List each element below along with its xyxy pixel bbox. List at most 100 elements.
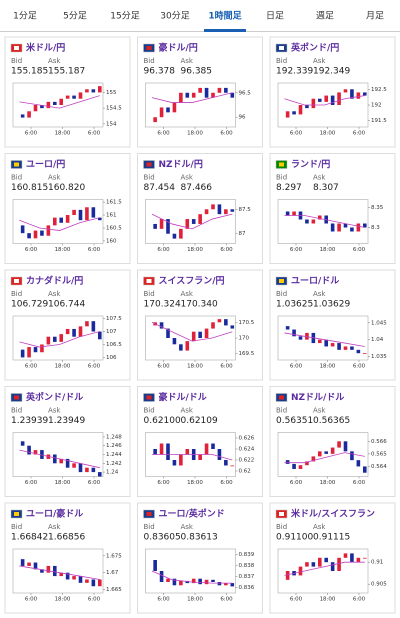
bid-label: Bid <box>276 57 287 65</box>
bid-label: Bid <box>11 174 22 182</box>
active-tab-underline <box>204 29 246 32</box>
flag <box>146 512 152 516</box>
ask-value: 8.307 <box>313 183 339 193</box>
candle <box>337 92 341 105</box>
y-tick-label: 96 <box>239 115 246 121</box>
card[interactable] <box>137 502 263 614</box>
candle <box>211 443 215 449</box>
x-tick-label: 6:00 <box>157 247 170 253</box>
candle <box>166 219 170 234</box>
moving-average <box>19 331 100 348</box>
ask-value: 96.385 <box>181 67 213 77</box>
ask-value: 160.820 <box>48 183 85 193</box>
card[interactable] <box>4 386 131 497</box>
pair-name[interactable]: NZドル/ドル <box>291 392 344 403</box>
flag <box>146 279 152 283</box>
candle <box>305 562 309 567</box>
x-tick-label: 18:00 <box>187 597 203 603</box>
bid-value: 1.66842 <box>11 533 48 543</box>
card[interactable] <box>4 153 131 264</box>
bid-label: Bid <box>144 523 155 531</box>
candle <box>153 449 157 455</box>
moving-average <box>19 95 100 109</box>
x-tick-label: 6:00 <box>290 131 303 137</box>
pair-name[interactable]: スイスフラン/円 <box>159 276 225 287</box>
candle <box>159 107 164 118</box>
bid-label: Bid <box>11 290 22 298</box>
pair-name[interactable]: 英ポンド/ドル <box>25 391 83 403</box>
tab[interactable]: 月足 <box>366 11 384 22</box>
tab[interactable]: 30分足 <box>160 11 189 22</box>
pair-name[interactable]: 英ポンド/円 <box>290 42 339 54</box>
y-tick-label: 0.836 <box>239 585 255 591</box>
pair-name[interactable]: ユーロ/円 <box>26 159 65 170</box>
candle <box>217 449 222 460</box>
candle <box>166 328 170 338</box>
bid-label: Bid <box>144 290 155 298</box>
candle <box>59 217 64 223</box>
pair-name[interactable]: NZドル/円 <box>159 159 203 170</box>
candle <box>330 223 335 232</box>
flag <box>14 279 19 283</box>
x-tick-label: 6:00 <box>88 247 101 253</box>
candle <box>311 456 316 462</box>
card[interactable] <box>269 269 396 381</box>
x-tick-label: 6:00 <box>220 247 233 253</box>
bid-label: Bid <box>144 407 155 415</box>
tab[interactable]: 週足 <box>316 11 334 22</box>
y-tick-label: 8.35 <box>371 205 384 211</box>
candle <box>362 353 367 355</box>
pair-name[interactable]: ランド/円 <box>291 159 330 170</box>
y-tick-label: 0.62 <box>239 469 251 475</box>
pair-name[interactable]: ユーロ/豪ドル <box>26 508 83 520</box>
pair-name[interactable]: ユーロ/ドル <box>291 276 339 287</box>
candle <box>198 214 202 224</box>
tab[interactable]: 5分足 <box>63 11 87 22</box>
candle <box>305 105 309 109</box>
x-tick-label: 18:00 <box>320 597 336 603</box>
candle <box>65 458 70 468</box>
candle <box>72 95 76 99</box>
candle <box>153 560 157 571</box>
moving-average <box>19 449 100 469</box>
card[interactable] <box>269 386 396 497</box>
candle <box>350 553 354 563</box>
card[interactable] <box>4 269 131 381</box>
card[interactable] <box>4 36 131 148</box>
candle <box>343 346 348 350</box>
ask-label: Ask <box>181 523 194 531</box>
tab[interactable]: 15分足 <box>110 11 139 22</box>
candle <box>285 460 290 464</box>
card[interactable] <box>137 386 263 497</box>
candle <box>166 443 170 460</box>
candle <box>362 92 367 96</box>
card[interactable] <box>4 502 131 614</box>
pair-name[interactable]: カナダドル/円 <box>26 275 83 287</box>
bid-value: 96.378 <box>144 67 176 77</box>
pair-name[interactable]: 豪ドル/円 <box>159 42 198 54</box>
candle <box>204 209 209 215</box>
candle <box>85 467 89 473</box>
tab[interactable]: 1時間足 <box>208 10 242 22</box>
candle <box>172 460 177 466</box>
x-tick-label: 18:00 <box>187 131 203 137</box>
tab[interactable]: 1分足 <box>13 11 37 22</box>
card[interactable] <box>269 36 396 148</box>
candle <box>211 92 215 98</box>
pair-name[interactable]: 米ドル/円 <box>25 42 65 54</box>
y-tick-label: 160.5 <box>106 225 122 231</box>
candle <box>179 92 183 103</box>
chart-frame <box>145 432 236 477</box>
candle <box>317 557 322 567</box>
tab[interactable]: 日足 <box>266 11 284 22</box>
pair-name[interactable]: ユーロ/英ポンド <box>159 508 225 520</box>
card[interactable] <box>269 502 396 614</box>
candle <box>185 580 190 584</box>
y-tick-label: 191.5 <box>371 118 387 124</box>
candle <box>46 225 51 236</box>
pair-name[interactable]: 米ドル/スイスフラン <box>290 508 375 520</box>
pair-name[interactable]: 豪ドル/ドル <box>159 391 207 403</box>
card[interactable] <box>137 153 263 264</box>
bid-value: 1.23939 <box>11 416 48 426</box>
card[interactable] <box>269 153 396 264</box>
